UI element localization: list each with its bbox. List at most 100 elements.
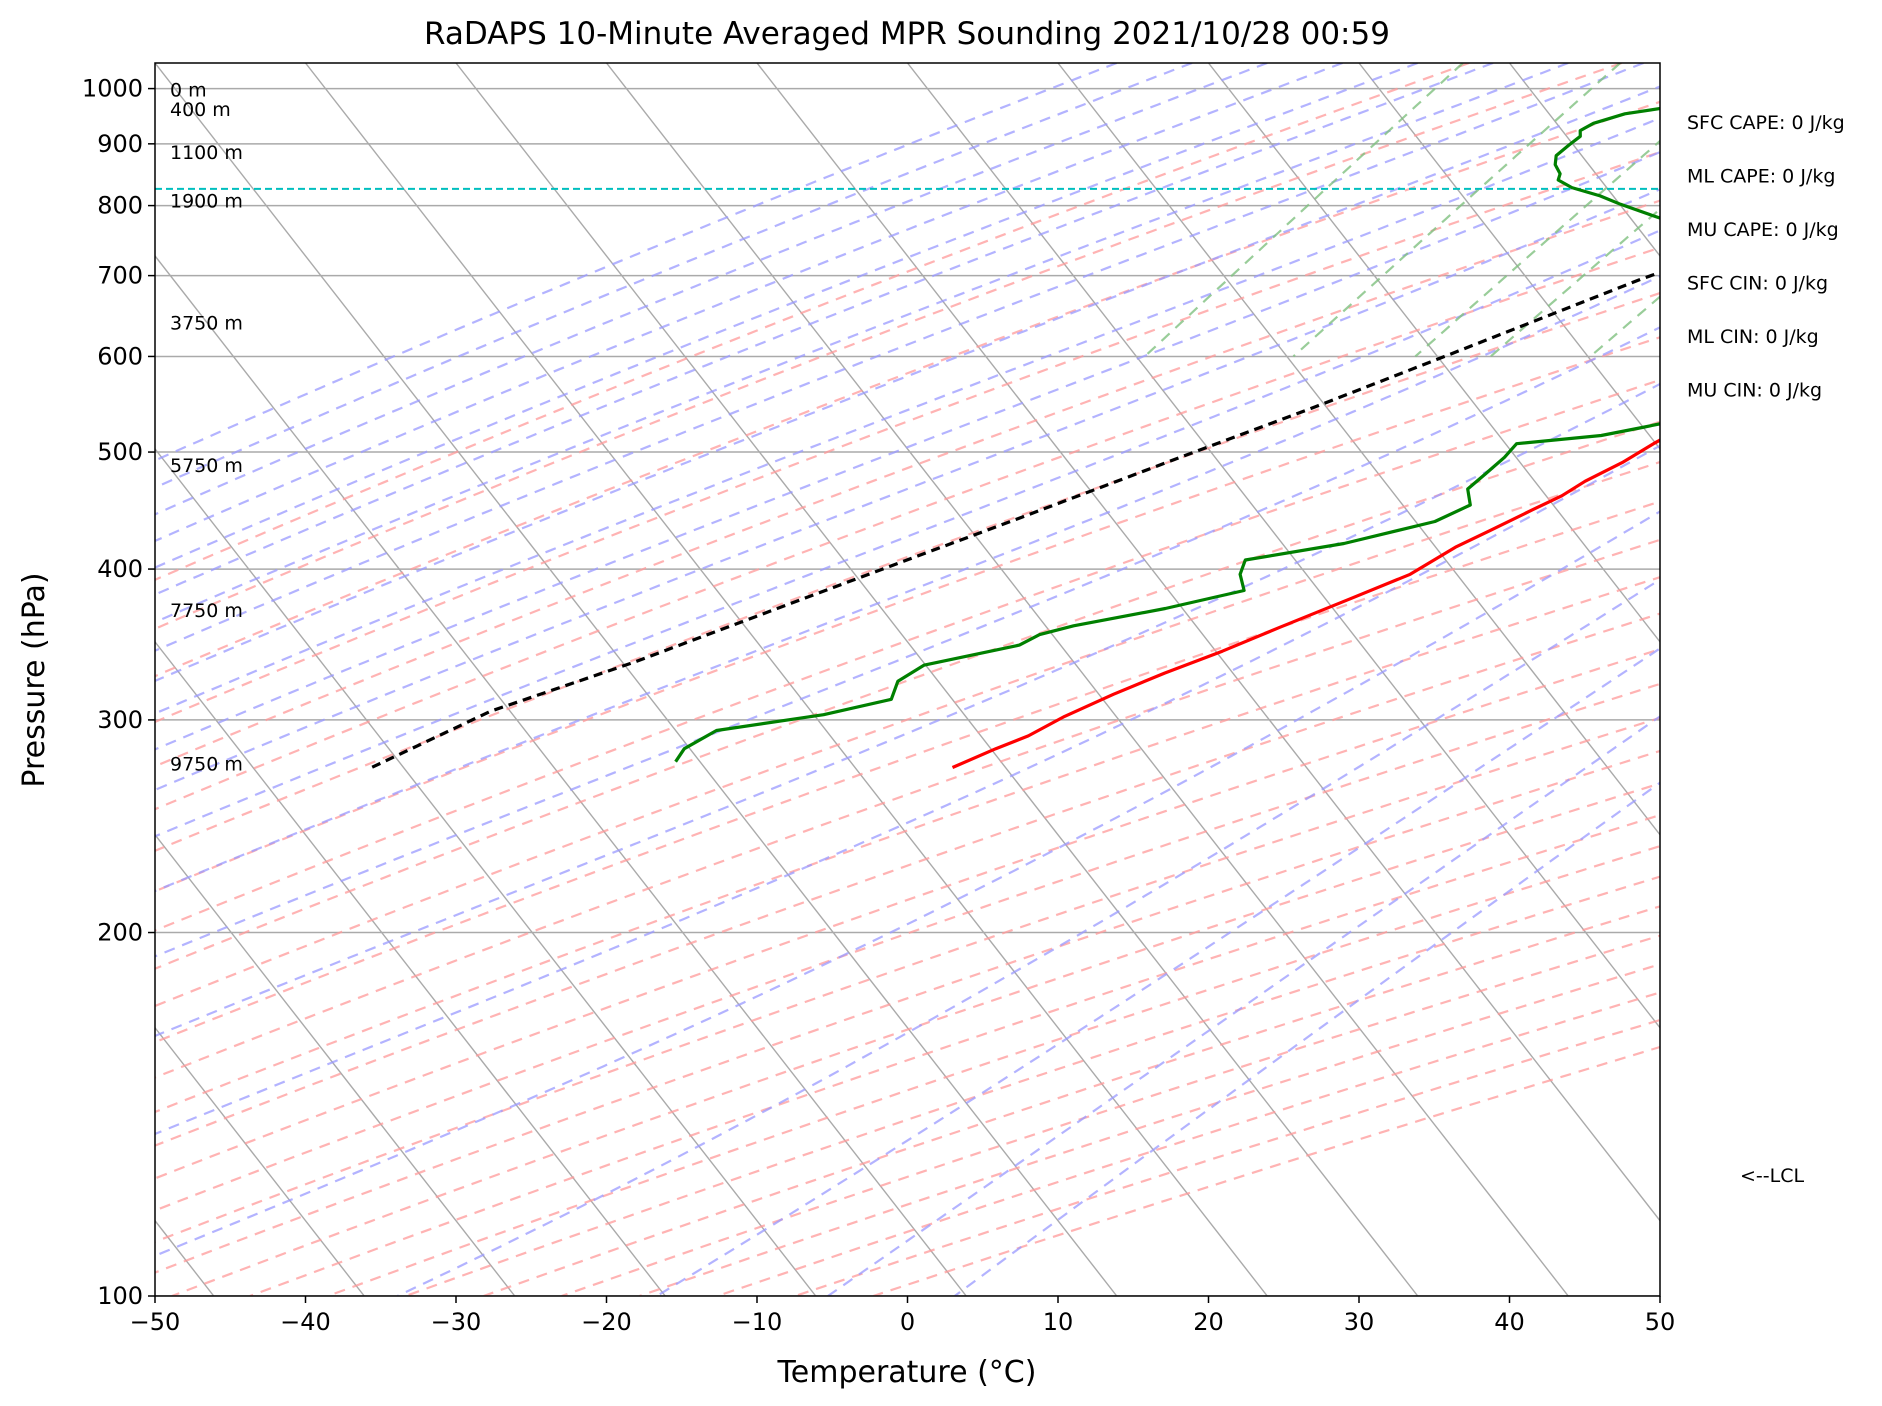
dry-adiabat <box>155 246 1660 811</box>
moist-adiabat <box>155 63 1343 543</box>
moist-adiabat <box>155 326 1660 958</box>
dry-adiabat <box>155 460 1660 1008</box>
isotherm-line <box>155 833 516 1296</box>
isotherm-line <box>1659 63 1660 65</box>
moist-adiabat <box>155 382 1660 1038</box>
y-tick-label: 900 <box>97 130 143 158</box>
isotherm-line <box>605 63 1569 1296</box>
y-axis-label: Pressure (hPa) <box>17 572 52 787</box>
dry-adiabat <box>155 576 1660 1114</box>
plot-frame <box>154 62 1661 1297</box>
isotherm-line <box>1057 63 1660 836</box>
moist-adiabat <box>827 715 1660 1296</box>
isotherm-line <box>906 63 1660 1029</box>
background-grid <box>155 63 1882 1296</box>
x-tick-label: −20 <box>581 1308 632 1336</box>
stat-label: MU CAPE: 0 J/kg <box>1687 219 1839 241</box>
dry-adiabat <box>249 813 1660 1296</box>
dry-adiabat <box>155 716 1660 1243</box>
x-tick-label: 0 <box>900 1308 915 1336</box>
x-axis-label: Temperature (°C) <box>777 1355 1037 1390</box>
mixing-ratio-line <box>1144 63 1464 358</box>
stat-label: SFC CAPE: 0 J/kg <box>1687 112 1845 134</box>
x-tick-label: 30 <box>1344 1308 1375 1336</box>
moist-adiabat <box>155 116 1660 715</box>
stat-label: ML CAPE: 0 J/kg <box>1687 166 1835 188</box>
moist-adiabat <box>155 274 1660 893</box>
height-label: 0 m <box>170 80 207 102</box>
isotherm-line <box>155 63 1118 1296</box>
y-tick-label: 400 <box>97 555 143 583</box>
moist-adiabat <box>155 63 1268 516</box>
chart-title: RaDAPS 10-Minute Averaged MPR Sounding 2… <box>424 16 1390 52</box>
stat-label: ML CIN: 0 J/kg <box>1687 326 1819 348</box>
isotherm-line <box>155 1026 365 1296</box>
height-label: 7750 m <box>170 600 243 622</box>
dry-adiabat <box>155 63 1470 581</box>
moist-adiabat <box>155 229 1660 838</box>
height-label: 1900 m <box>170 190 243 212</box>
isotherm-line <box>155 640 666 1296</box>
x-tick-label: 40 <box>1494 1308 1525 1336</box>
lcl-label: <--LCL <box>1740 1165 1804 1187</box>
x-axis: −50 −40 −30 −20 −10 0 10 20 30 40 50 <box>130 1296 1675 1336</box>
y-tick-label: 600 <box>97 342 143 370</box>
dry-adiabat <box>155 749 1660 1274</box>
y-tick-label: 300 <box>97 706 143 734</box>
temperature-line <box>951 438 1660 769</box>
y-tick-label: 100 <box>97 1282 143 1310</box>
dry-adiabat <box>155 100 1660 678</box>
isotherm-line <box>155 447 817 1296</box>
isotherm-line <box>1358 63 1660 451</box>
dry-adiabat <box>561 934 1660 1296</box>
stability-indices: SFC CAPE: 0 J/kg ML CAPE: 0 J/kg MU CAPE: … <box>1687 112 1845 402</box>
dry-adiabat <box>155 63 1623 631</box>
mixing-ratio-line <box>1774 63 1882 356</box>
dry-adiabat <box>155 291 1660 852</box>
mixing-ratio-line <box>1414 139 1660 358</box>
mixing-ratio-line <box>1837 63 1882 356</box>
y-tick-label: 500 <box>97 438 143 466</box>
x-tick-label: −50 <box>130 1308 181 1336</box>
dry-adiabat <box>155 500 1660 1044</box>
height-label: 9750 m <box>170 754 243 776</box>
moist-adiabat <box>155 63 1118 462</box>
moist-adiabat <box>155 444 1660 1136</box>
parcel-profile-line <box>370 270 1660 769</box>
x-tick-label: 10 <box>1043 1308 1074 1336</box>
y-tick-label: 1000 <box>82 75 143 103</box>
moist-adiabat <box>155 188 1660 792</box>
data-series <box>370 106 1660 769</box>
isotherm-line <box>1207 63 1660 643</box>
dewpoint-line <box>674 106 1660 763</box>
isotherm-line <box>455 63 1419 1296</box>
moist-adiabat <box>397 578 1660 1296</box>
height-labels: 9750 m 7750 m 5750 m 3750 m 1900 m 1100 m 400 … <box>170 80 243 776</box>
mixing-ratio-line <box>1292 63 1621 358</box>
y-tick-label: 700 <box>97 262 143 290</box>
moist-adiabat <box>155 63 1193 489</box>
moist-adiabat <box>155 85 1660 683</box>
isotherm-line <box>304 63 1268 1296</box>
dry-adiabat <box>155 538 1660 1079</box>
dry-adiabat <box>872 1045 1660 1296</box>
y-axis: 100 200 300 400 500 600 700 800 900 1000 <box>82 75 155 1310</box>
isotherm-line <box>1508 63 1660 258</box>
dry-adiabat <box>155 648 1660 1180</box>
x-tick-label: −40 <box>280 1308 331 1336</box>
stat-label: MU CIN: 0 J/kg <box>1687 380 1822 402</box>
height-label: 5750 m <box>170 455 243 477</box>
dry-adiabat <box>155 378 1660 932</box>
x-tick-label: −30 <box>431 1308 482 1336</box>
x-tick-label: −10 <box>732 1308 783 1336</box>
y-tick-label: 800 <box>97 192 143 220</box>
moist-adiabat <box>155 510 1660 1257</box>
dry-adiabat <box>155 420 1660 970</box>
moist-adiabat <box>656 647 1660 1296</box>
moist-adiabat <box>155 63 1494 596</box>
moist-adiabat <box>155 150 1660 751</box>
isotherm-line <box>155 254 967 1296</box>
moist-adiabat <box>155 63 1644 652</box>
dry-adiabat <box>794 1018 1660 1296</box>
height-label: 1100 m <box>170 142 243 164</box>
